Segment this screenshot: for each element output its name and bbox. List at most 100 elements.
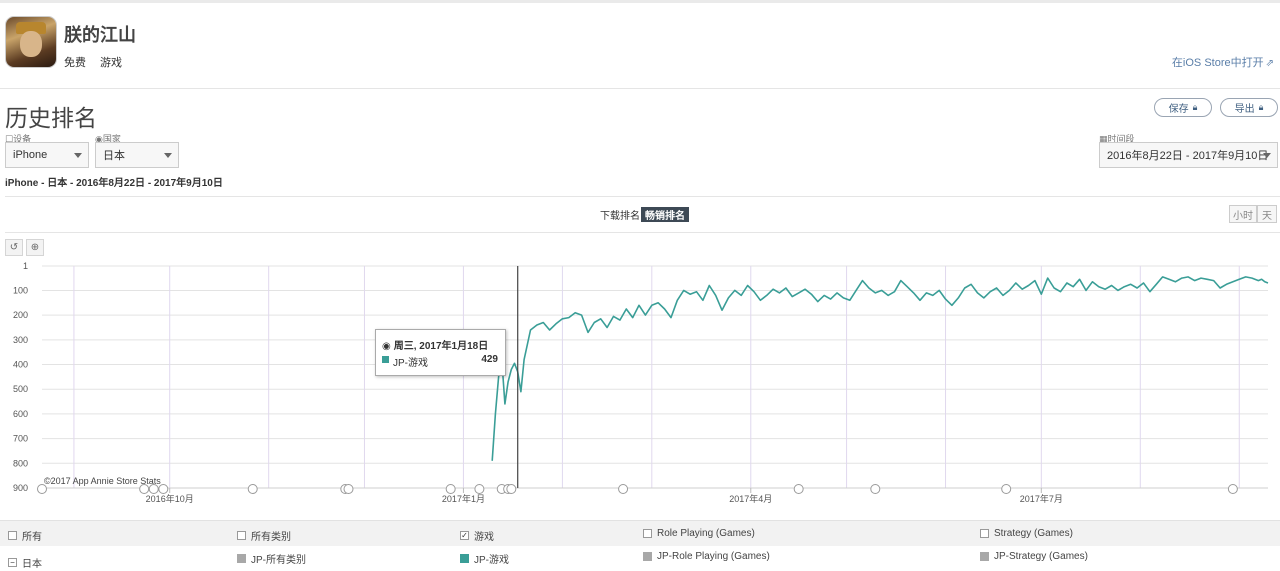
- legend-series-row: − 日本 JP-所有类别 JP-游戏 JP-Role Playing (Games…: [0, 546, 1280, 571]
- divider: [0, 88, 1280, 89]
- caret-down-icon: [1263, 153, 1271, 158]
- top-border: [0, 0, 1280, 3]
- period-select[interactable]: 2016年8月22日 - 2017年9月10日: [1099, 142, 1278, 168]
- checkbox[interactable]: [237, 531, 246, 540]
- device-select[interactable]: iPhone: [5, 142, 89, 168]
- series-line-jp-games: [491, 276, 1269, 461]
- calendar-icon: ▦: [1099, 134, 1108, 144]
- x-tick-label: 2017年7月: [1020, 493, 1063, 504]
- y-tick-label: 200: [13, 310, 28, 320]
- y-tick-label: 500: [13, 384, 28, 394]
- event-marker: [445, 484, 456, 494]
- period-value: 2016年8月22日 - 2017年9月10日: [1107, 150, 1269, 162]
- event-marker: [870, 484, 881, 494]
- chart-tooltip: ◉ 周三, 2017年1月18日 JP-游戏 429: [375, 329, 506, 376]
- legend-role-playing[interactable]: Role Playing (Games): [643, 528, 755, 539]
- country-value: 日本: [103, 150, 125, 162]
- reset-zoom-button[interactable]: ↺: [5, 239, 23, 256]
- event-marker: [1227, 484, 1238, 494]
- legend-category-row: 所有 所有类别 ✓ 游戏 Role Playing (Games) Strateg…: [0, 520, 1280, 546]
- legend-series-jp-games[interactable]: JP-游戏: [460, 551, 509, 566]
- checkbox[interactable]: [8, 531, 17, 540]
- country-label: ◉国家: [95, 134, 121, 144]
- divider: [5, 196, 1280, 197]
- legend-all-categories[interactable]: 所有类别: [237, 528, 291, 543]
- event-marker: [158, 484, 169, 494]
- period-label: ▦时间段: [1099, 134, 1135, 144]
- section-title: 历史排名: [5, 105, 97, 131]
- open-ios-store-label: 在iOS Store中打开: [1171, 57, 1264, 69]
- checkbox[interactable]: [643, 529, 652, 538]
- y-tick-label: 1: [23, 261, 28, 271]
- app-category: 游戏: [100, 57, 122, 69]
- granularity-hour-button[interactable]: 小时: [1229, 205, 1257, 223]
- legend-series-jp-strategy[interactable]: JP-Strategy (Games): [980, 551, 1088, 562]
- x-tick-label: 2017年1月: [442, 493, 485, 504]
- legend-series-jp-all[interactable]: JP-所有类别: [237, 551, 306, 566]
- caret-down-icon: [74, 153, 82, 158]
- country-select[interactable]: 日本: [95, 142, 179, 168]
- legend-games[interactable]: ✓ 游戏: [460, 531, 494, 543]
- app-price: 免费: [64, 57, 86, 69]
- legend-all[interactable]: 所有: [8, 528, 42, 543]
- divider: [5, 232, 1280, 233]
- device-icon: ☐: [5, 134, 14, 144]
- globe-icon: ◉: [382, 341, 391, 352]
- event-marker: [618, 484, 629, 494]
- tooltip-date: 周三, 2017年1月18日: [393, 341, 489, 352]
- tooltip-value: 429: [481, 354, 498, 365]
- tooltip-date-row: ◉ 周三, 2017年1月18日: [382, 337, 488, 352]
- event-marker: [793, 484, 804, 494]
- x-tick-label: 2017年4月: [729, 493, 772, 504]
- y-tick-label: 900: [13, 483, 28, 493]
- external-link-icon: ⇗: [1265, 58, 1274, 69]
- globe-icon: ◉: [95, 134, 103, 144]
- event-marker: [1001, 484, 1012, 494]
- checkbox[interactable]: [980, 529, 989, 538]
- device-value: iPhone: [13, 149, 48, 161]
- legend-country-japan[interactable]: − 日本: [8, 555, 42, 570]
- collapse-icon[interactable]: −: [8, 558, 17, 567]
- y-tick-label: 100: [13, 285, 28, 295]
- event-marker: [506, 484, 517, 494]
- event-marker: [148, 484, 159, 494]
- lock-icon: 🔒︎: [1258, 102, 1264, 112]
- checkbox-checked[interactable]: ✓: [460, 531, 469, 540]
- rank-chart[interactable]: 1 100 200 300 400 500 600 700 800 900 2016年10月 201…: [0, 258, 1280, 520]
- zoom-button[interactable]: ⊕: [26, 239, 44, 256]
- export-label: 导出: [1234, 104, 1255, 115]
- open-ios-store-link[interactable]: 在iOS Store中打开 ⇗: [1172, 54, 1274, 70]
- x-tick-label: 2016年10月: [146, 493, 194, 504]
- save-label: 保存: [1168, 104, 1189, 115]
- app-icon-crown: [16, 22, 46, 34]
- zoom-icon: ⊕: [30, 242, 40, 253]
- event-marker: [37, 484, 47, 494]
- filter-summary: iPhone - 日本 - 2016年8月22日 - 2017年9月10日: [5, 178, 223, 189]
- copyright: ©2017 App Annie Store Stats: [44, 476, 161, 486]
- app-icon-face: [20, 31, 42, 57]
- event-marker: [343, 484, 354, 494]
- app-icon: [5, 16, 57, 68]
- y-tick-label: 400: [13, 360, 28, 370]
- series-swatch: [980, 552, 989, 561]
- tab-downloads[interactable]: 下载排名: [600, 211, 640, 222]
- event-marker: [474, 484, 485, 494]
- tooltip-series-name: JP-游戏: [393, 358, 428, 369]
- event-marker: [247, 484, 258, 494]
- save-button[interactable]: 保存 🔒︎: [1154, 98, 1212, 117]
- lock-icon: 🔒︎: [1192, 102, 1198, 112]
- legend-series-jp-role-playing[interactable]: JP-Role Playing (Games): [643, 551, 770, 562]
- legend-strategy[interactable]: Strategy (Games): [980, 528, 1073, 539]
- y-tick-label: 700: [13, 434, 28, 444]
- granularity-day-button[interactable]: 天: [1257, 205, 1277, 223]
- reset-icon: ↺: [9, 242, 19, 253]
- series-swatch: [460, 554, 469, 563]
- caret-down-icon: [164, 153, 172, 158]
- device-label: ☐设备: [5, 134, 32, 144]
- y-tick-label: 800: [13, 458, 28, 468]
- app-title: 朕的江山: [64, 25, 136, 45]
- y-tick-label: 300: [13, 335, 28, 345]
- tab-grossing[interactable]: 畅销排名: [641, 207, 689, 222]
- y-tick-label: 600: [13, 409, 28, 419]
- export-button[interactable]: 导出 🔒︎: [1220, 98, 1278, 117]
